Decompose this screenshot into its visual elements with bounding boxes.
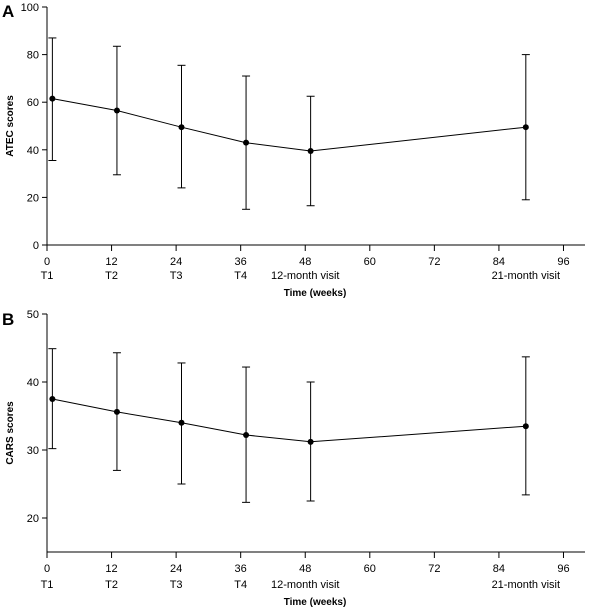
visit-label: 21-month visit — [492, 579, 560, 591]
data-point — [307, 147, 314, 154]
x-tick-label: 60 — [364, 256, 376, 268]
y-tick-label: 60 — [27, 97, 39, 109]
x-axis-title: Time (weeks) — [284, 288, 347, 299]
x-tick-label: 12 — [105, 563, 117, 575]
y-tick-label: 40 — [27, 145, 39, 157]
x-tick-label: 84 — [493, 563, 505, 575]
visit-label: T4 — [234, 270, 247, 282]
panel-letter: B — [2, 310, 14, 329]
x-tick-label: 72 — [428, 563, 440, 575]
series-line — [52, 98, 526, 152]
data-point — [307, 438, 314, 445]
x-tick-label: 24 — [170, 256, 182, 268]
data-point — [178, 124, 185, 131]
x-tick-label: 0 — [44, 256, 50, 268]
x-tick-label: 12 — [105, 256, 117, 268]
visit-label: 21-month visit — [492, 270, 560, 282]
x-tick-label: 36 — [235, 256, 247, 268]
visit-label: T2 — [105, 270, 118, 282]
y-tick-label: 0 — [33, 240, 39, 252]
x-tick-label: 24 — [170, 563, 182, 575]
data-point — [113, 107, 120, 114]
x-tick-label: 84 — [493, 256, 505, 268]
visit-label: T3 — [170, 579, 183, 591]
visit-label: T2 — [105, 579, 118, 591]
data-point — [49, 95, 56, 102]
y-tick-label: 20 — [27, 513, 39, 525]
x-tick-label: 96 — [557, 563, 569, 575]
visit-label: T3 — [170, 270, 183, 282]
y-tick-label: 30 — [27, 445, 39, 457]
x-tick-label: 60 — [364, 563, 376, 575]
visit-label: T4 — [234, 579, 247, 591]
data-point — [113, 408, 120, 415]
visit-label: 12-month visit — [271, 579, 339, 591]
y-tick-label: 40 — [27, 377, 39, 389]
panel-letter: A — [2, 2, 14, 21]
x-tick-label: 48 — [299, 256, 311, 268]
x-tick-label: 72 — [428, 256, 440, 268]
visit-label: 12-month visit — [271, 270, 339, 282]
data-point — [243, 432, 250, 439]
y-tick-label: 50 — [27, 309, 39, 321]
y-axis-title: ATEC scores — [5, 95, 16, 157]
y-tick-label: 100 — [21, 2, 39, 14]
x-axis-title: Time (weeks) — [284, 597, 347, 608]
y-tick-label: 20 — [27, 192, 39, 204]
x-tick-label: 96 — [557, 256, 569, 268]
data-point — [243, 139, 250, 146]
y-axis-title: CARS scores — [5, 401, 16, 465]
data-point — [522, 423, 529, 430]
data-point — [178, 419, 185, 426]
data-point — [522, 124, 529, 131]
x-tick-label: 36 — [235, 563, 247, 575]
data-point — [49, 396, 56, 402]
x-tick-label: 48 — [299, 563, 311, 575]
series-line — [52, 398, 526, 443]
visit-label: T1 — [41, 579, 54, 591]
y-tick-label: 80 — [27, 50, 39, 62]
visit-label: T1 — [41, 270, 54, 282]
x-tick-label: 0 — [44, 563, 50, 575]
